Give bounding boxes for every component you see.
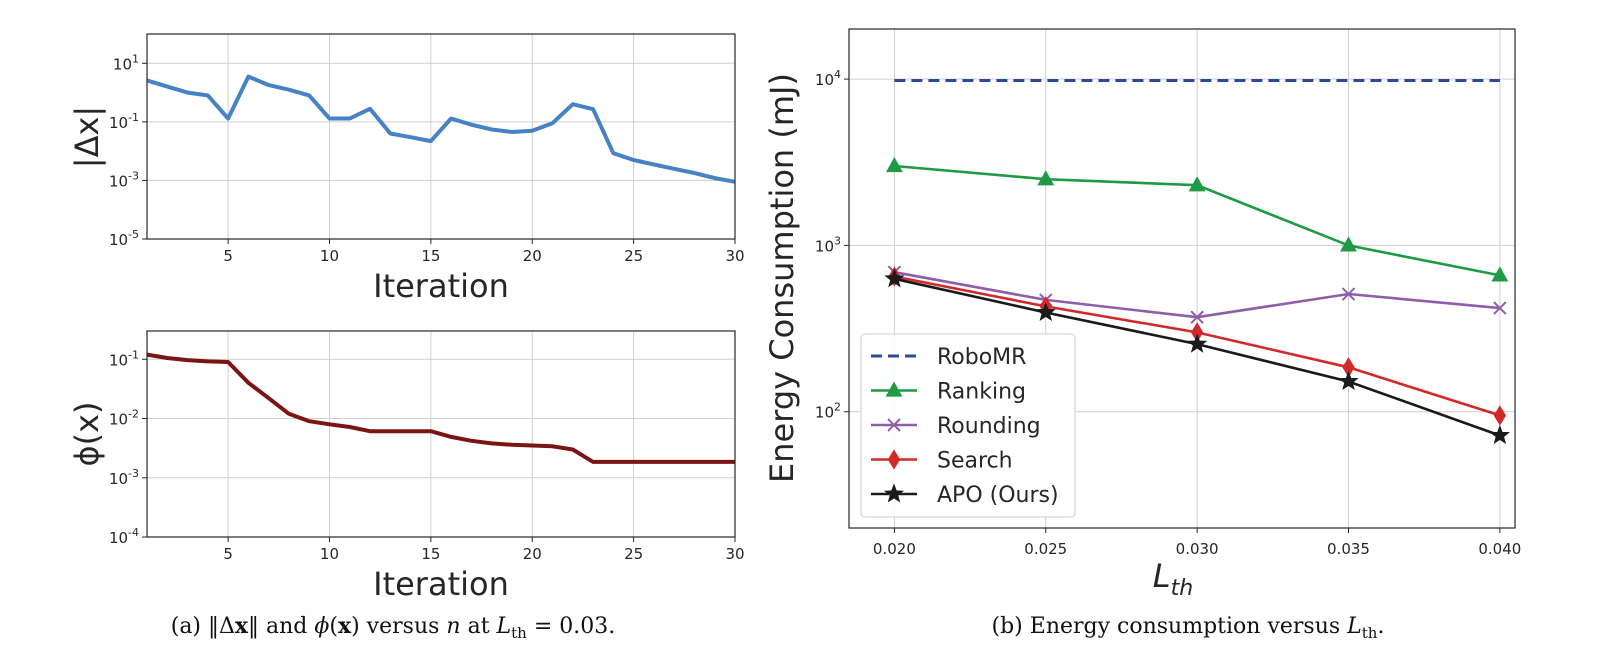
legend-item: Ranking: [871, 380, 1026, 405]
legend-marker: [885, 381, 903, 397]
x-axis-label: Iteration: [373, 267, 509, 305]
y-tick-label: 102: [815, 401, 841, 422]
data-point: [1340, 236, 1357, 252]
caption-b: (b) Energy consumption versus Lth.: [992, 614, 1385, 642]
x-tick-label: 25: [624, 247, 643, 265]
x-tick-label: 20: [523, 545, 542, 563]
data-point: [1187, 333, 1208, 353]
plot-frame: [146, 33, 736, 240]
data-point: [1035, 301, 1056, 322]
x-tick-label: 0.040: [1478, 540, 1521, 558]
x-tick-label: 5: [223, 545, 233, 563]
x-axis-label: Lth: [1153, 557, 1193, 601]
data-point: [884, 268, 905, 288]
y-tick-label: 104: [815, 68, 841, 89]
legend-label: Ranking: [937, 380, 1026, 405]
y-tick-label: 10-3: [109, 169, 139, 190]
x-tick-label: 0.035: [1327, 540, 1370, 558]
data-point: [885, 157, 903, 173]
legend-marker: [883, 483, 905, 503]
legend-label: Search: [937, 449, 1013, 474]
caption-a: (a) ‖Δx‖ and ϕ(x) versus n at Lth = 0.03…: [171, 613, 616, 642]
x-tick-label: 30: [725, 247, 744, 265]
y-tick-label: 10-4: [109, 526, 139, 547]
y-tick-label: 103: [815, 234, 841, 255]
plot-frame: [146, 330, 736, 538]
x-tick-label: 0.025: [1024, 540, 1067, 558]
data-point: [1493, 405, 1507, 426]
y-tick-label: 10-1: [109, 348, 139, 369]
delta-x-plot: 5 10 15 20 25 30 101 10-1 10-3 10-5 Iteration |Δx|: [68, 33, 745, 305]
series-apo-ours-: [884, 268, 1510, 445]
data-point: [1493, 301, 1507, 315]
data-point: [1338, 370, 1359, 391]
series-line: [146, 352, 735, 464]
y-tick-label: 10-2: [109, 408, 139, 429]
y-tick-label: 10-5: [109, 228, 139, 249]
legend-item: Rounding: [871, 414, 1041, 439]
series-ranking: [885, 157, 1509, 282]
x-tick-label: 30: [725, 545, 744, 563]
x-tick-label: 15: [421, 545, 440, 563]
energy-plot: 0.020 0.025 0.030 0.035 0.040 102 103 104 Lth Ene…: [763, 28, 1521, 601]
legend-item: Search: [871, 449, 1013, 474]
series-line: [146, 74, 736, 184]
data-point: [1489, 424, 1510, 445]
y-axis-label: |Δx|: [68, 106, 106, 168]
legend-label: RoboMR: [937, 345, 1026, 370]
x-tick-label: 0.020: [873, 540, 916, 558]
y-tick-label: 10-3: [109, 467, 139, 488]
legend-marker: [887, 418, 901, 432]
legend-label: APO (Ours): [937, 483, 1059, 508]
y-tick-label: 10-1: [109, 111, 139, 132]
x-tick-label: 5: [223, 247, 233, 265]
legend-label: Rounding: [937, 414, 1041, 439]
x-tick-label: 10: [320, 545, 339, 563]
legend-item: APO (Ours): [871, 483, 1059, 508]
legend-marker: [887, 449, 901, 470]
y-tick-label: 101: [113, 52, 139, 73]
x-tick-label: 25: [624, 545, 643, 563]
legend-item: RoboMR: [871, 345, 1026, 370]
data-point: [1491, 266, 1509, 282]
data-point: [1190, 310, 1204, 324]
legend-box: [860, 333, 1076, 518]
legend: RoboMR Ranking Rounding Search APO (Ours): [860, 333, 1076, 518]
y-axis-label: Energy Consumption (mJ): [763, 73, 801, 483]
y-axis-label: ϕ(x): [68, 401, 106, 466]
x-tick-label: 10: [320, 247, 339, 265]
x-tick-label: 0.030: [1176, 540, 1219, 558]
x-tick-label: 15: [421, 247, 440, 265]
plot-frame: [848, 28, 1516, 529]
phi-plot: 5 10 15 20 25 30 10-1 10-2 10-3 10-4 Iteration ϕ(x): [68, 330, 745, 603]
data-point: [1341, 287, 1356, 301]
data-point: [1188, 176, 1206, 192]
captions: (a) ‖Δx‖ and ϕ(x) versus n at Lth = 0.03…: [171, 613, 1385, 642]
data-point: [1037, 170, 1055, 186]
x-axis-label: Iteration: [373, 565, 509, 603]
x-tick-label: 20: [523, 247, 542, 265]
